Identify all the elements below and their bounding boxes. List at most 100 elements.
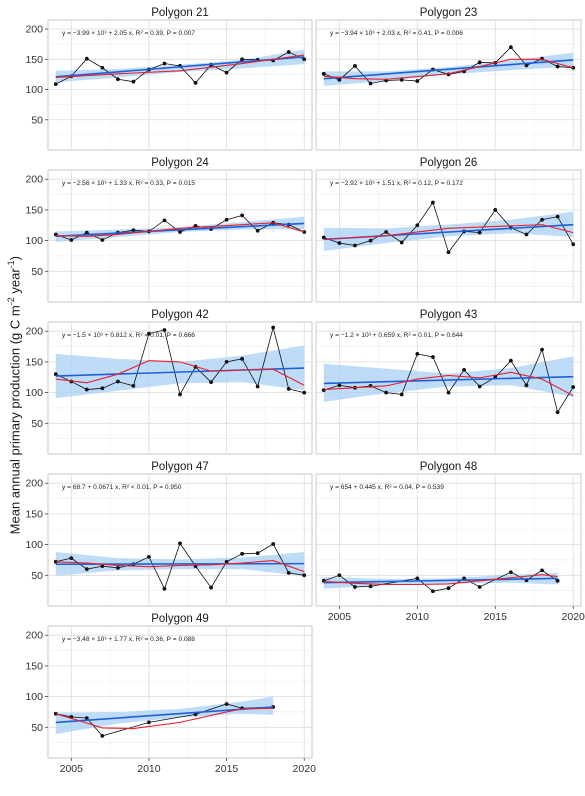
data-point [69, 238, 74, 242]
data-point [53, 559, 58, 564]
data-point [255, 228, 260, 233]
panel-background [47, 473, 313, 607]
y-tick-label: 150 [25, 54, 43, 66]
data-point [271, 542, 276, 546]
data-point [384, 390, 389, 395]
data-point [100, 386, 105, 391]
y-tick-label: 100 [25, 235, 43, 247]
y-tick-label: 150 [25, 508, 43, 520]
panel-background [47, 625, 313, 759]
x-tick-label: 2005 [328, 611, 352, 623]
data-point [162, 61, 167, 66]
data-point [368, 238, 373, 243]
y-axis-label-sup: -2 [5, 297, 16, 306]
data-point [209, 380, 213, 385]
data-point [524, 63, 529, 68]
data-point [508, 358, 513, 363]
linear-fit [323, 375, 574, 385]
data-point [178, 392, 182, 397]
panel-title: Polygon 49 [151, 613, 209, 625]
data-point [446, 390, 451, 395]
panel-title: Polygon 23 [420, 7, 478, 19]
data-point [224, 559, 229, 564]
panel-equation: y = −1.5 × 10³ + 0.812 x, R² = 0.01, P =… [62, 332, 195, 339]
x-tick-label: 2005 [60, 763, 84, 775]
data-point [555, 410, 560, 415]
data-point [415, 223, 420, 228]
panel-equation: y = −2.56 × 10³ + 1.33 x, R² = 0.33, P =… [62, 180, 195, 187]
data-point [540, 568, 544, 573]
data-point [321, 71, 326, 76]
data-point [337, 573, 342, 578]
data-point [508, 45, 513, 50]
data-point [321, 388, 326, 393]
data-point [524, 232, 529, 237]
data-point [178, 541, 182, 546]
data-point [178, 230, 182, 234]
loess-smooth [323, 58, 574, 80]
panel-8: Polygon 48 y = 654 + 0.445 x, R² = 0.04, … [315, 461, 585, 623]
panel-title: Polygon 26 [420, 157, 478, 169]
data-point [384, 230, 389, 234]
data-point [53, 372, 58, 377]
data-point [147, 554, 151, 559]
linear-fit [55, 222, 305, 238]
y-axis-label-text: Mean annual primary production (g C m [7, 305, 23, 535]
data-point [337, 383, 342, 388]
panel-7: Polygon 47 y = 68.7 + 0.0671 x, R² < 0.01… [25, 461, 313, 607]
data-point [321, 235, 326, 240]
y-axis-label-end: ) [7, 256, 23, 261]
data-point [240, 57, 245, 62]
data-point [446, 586, 451, 591]
y-tick-label: 200 [25, 478, 43, 490]
loess-smooth [55, 360, 305, 386]
x-tick-label: 2015 [215, 763, 239, 775]
panel-6: Polygon 43 y = −1.2 × 10³ + 0.659 x, R² =… [315, 309, 582, 455]
loess-smooth [323, 224, 574, 240]
data-point [224, 360, 229, 364]
panel-title: Polygon 48 [420, 461, 478, 473]
data-point [415, 576, 420, 581]
data-point [84, 387, 89, 392]
y-tick-label: 200 [25, 174, 43, 186]
data-point [100, 65, 105, 70]
x-tick-label: 2020 [562, 611, 585, 623]
data-point [69, 556, 74, 561]
data-point [302, 57, 307, 62]
data-point [84, 567, 89, 572]
data-point [286, 50, 291, 54]
data-point [477, 60, 482, 65]
y-tick-label: 200 [25, 630, 43, 642]
panel-3: Polygon 24 y = −2.56 × 10³ + 1.33 x, R² =… [25, 157, 313, 303]
data-point [271, 325, 276, 330]
linear-fit [323, 59, 574, 80]
panel-4: Polygon 26 y = −2.92 × 10³ + 1.51 x, R² =… [315, 157, 582, 303]
data-point [399, 77, 404, 82]
y-tick-label: 100 [25, 387, 43, 399]
panel-equation: y = 68.7 + 0.0671 x, R² < 0.01, P = 0.95… [62, 484, 182, 491]
data-point [431, 200, 435, 205]
data-point [209, 585, 213, 590]
data-point [162, 218, 167, 223]
x-tick-label: 2015 [484, 611, 508, 623]
data-point [286, 570, 291, 575]
data-point [255, 551, 260, 556]
panel-5: Polygon 42 y = −1.5 × 10³ + 0.812 x, R² =… [25, 309, 313, 455]
data-point [193, 80, 198, 85]
y-tick-label: 200 [25, 24, 43, 36]
panel-title: Polygon 43 [420, 309, 478, 321]
data-point [431, 589, 435, 594]
data-point [100, 564, 105, 568]
y-axis-label-mid: year [7, 268, 23, 298]
loess-smooth [55, 54, 305, 78]
panel-title: Polygon 24 [151, 157, 209, 169]
data-point [493, 208, 498, 212]
data-point [399, 240, 404, 245]
data-point [368, 81, 373, 86]
data-point [555, 214, 560, 219]
y-tick-label: 150 [25, 660, 43, 672]
data-point [100, 733, 105, 738]
data-point [255, 384, 260, 389]
data-point [368, 584, 373, 589]
data-point [240, 213, 245, 218]
